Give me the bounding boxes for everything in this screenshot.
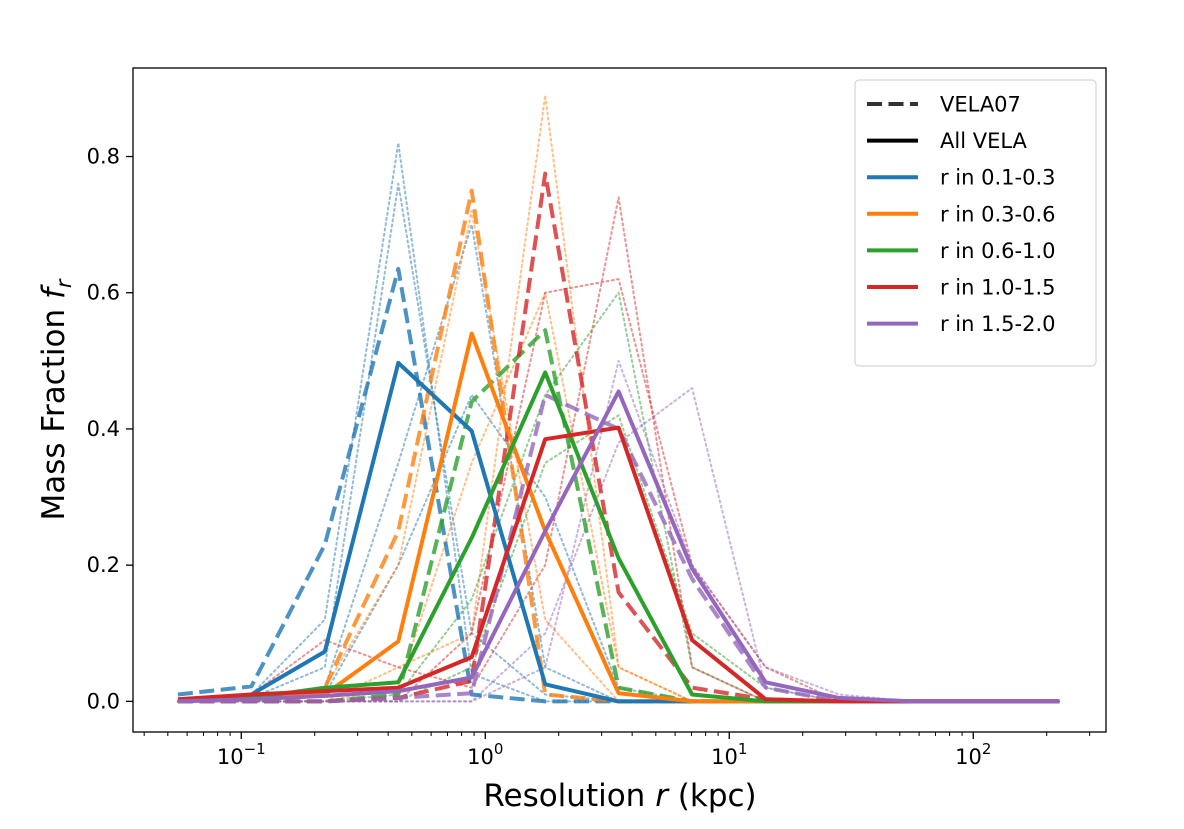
legend-box [854, 79, 1097, 367]
y-tick-label: 0.4 [87, 417, 120, 441]
legend-label-r-in-1-5-2-0: r in 1.5-2.0 [940, 312, 1056, 336]
legend-label-all-vela: All VELA [940, 129, 1028, 153]
series-line-r-in-1-5-2-0-all-vela [177, 389, 1060, 704]
y-tick-label: 0.0 [87, 689, 120, 713]
legend-label-r-in-0-6-1-0: r in 0.6-1.0 [940, 239, 1056, 263]
legend: VELA07 All VELA r in 0.1-0.3 r in 0.3-0.6 r … [854, 79, 1097, 367]
x-tick-label: 100 [467, 740, 503, 769]
tick-layer: 0.0 0.2 0.4 0.6 0.8 10−1 100 101 102 [87, 145, 1091, 769]
legend-label-r-in-0-1-0-3: r in 0.1-0.3 [940, 166, 1056, 190]
x-tick-label: 101 [711, 740, 747, 769]
x-axis-label: Resolution r (kpc) [483, 778, 756, 814]
series-line-r-in-1-0-1-5-galaxy-1 [176, 196, 1061, 703]
y-axis-label: Mass Fraction fr [36, 278, 76, 520]
x-tick-label: 102 [955, 740, 991, 769]
series-line-r-in-0-6-1-0-vela07 [177, 328, 1060, 704]
y-tick-label: 0.8 [87, 145, 120, 169]
legend-label-vela07: VELA07 [940, 93, 1021, 117]
legend-entries: VELA07 All VELA r in 0.1-0.3 r in 0.3-0.6 r … [867, 93, 1056, 336]
legend-label-r-in-1-0-1-5: r in 1.0-1.5 [940, 276, 1056, 300]
x-tick-label: 10−1 [217, 740, 266, 769]
plot-frame [132, 67, 1107, 733]
legend-label-r-in-0-3-0-6: r in 0.3-0.6 [940, 202, 1056, 226]
series-line-r-in-1-5-2-0-galaxy-2 [176, 359, 1061, 703]
y-tick-label: 0.6 [87, 281, 120, 305]
y-tick-label: 0.2 [87, 553, 120, 577]
series-layer [176, 94, 1061, 704]
